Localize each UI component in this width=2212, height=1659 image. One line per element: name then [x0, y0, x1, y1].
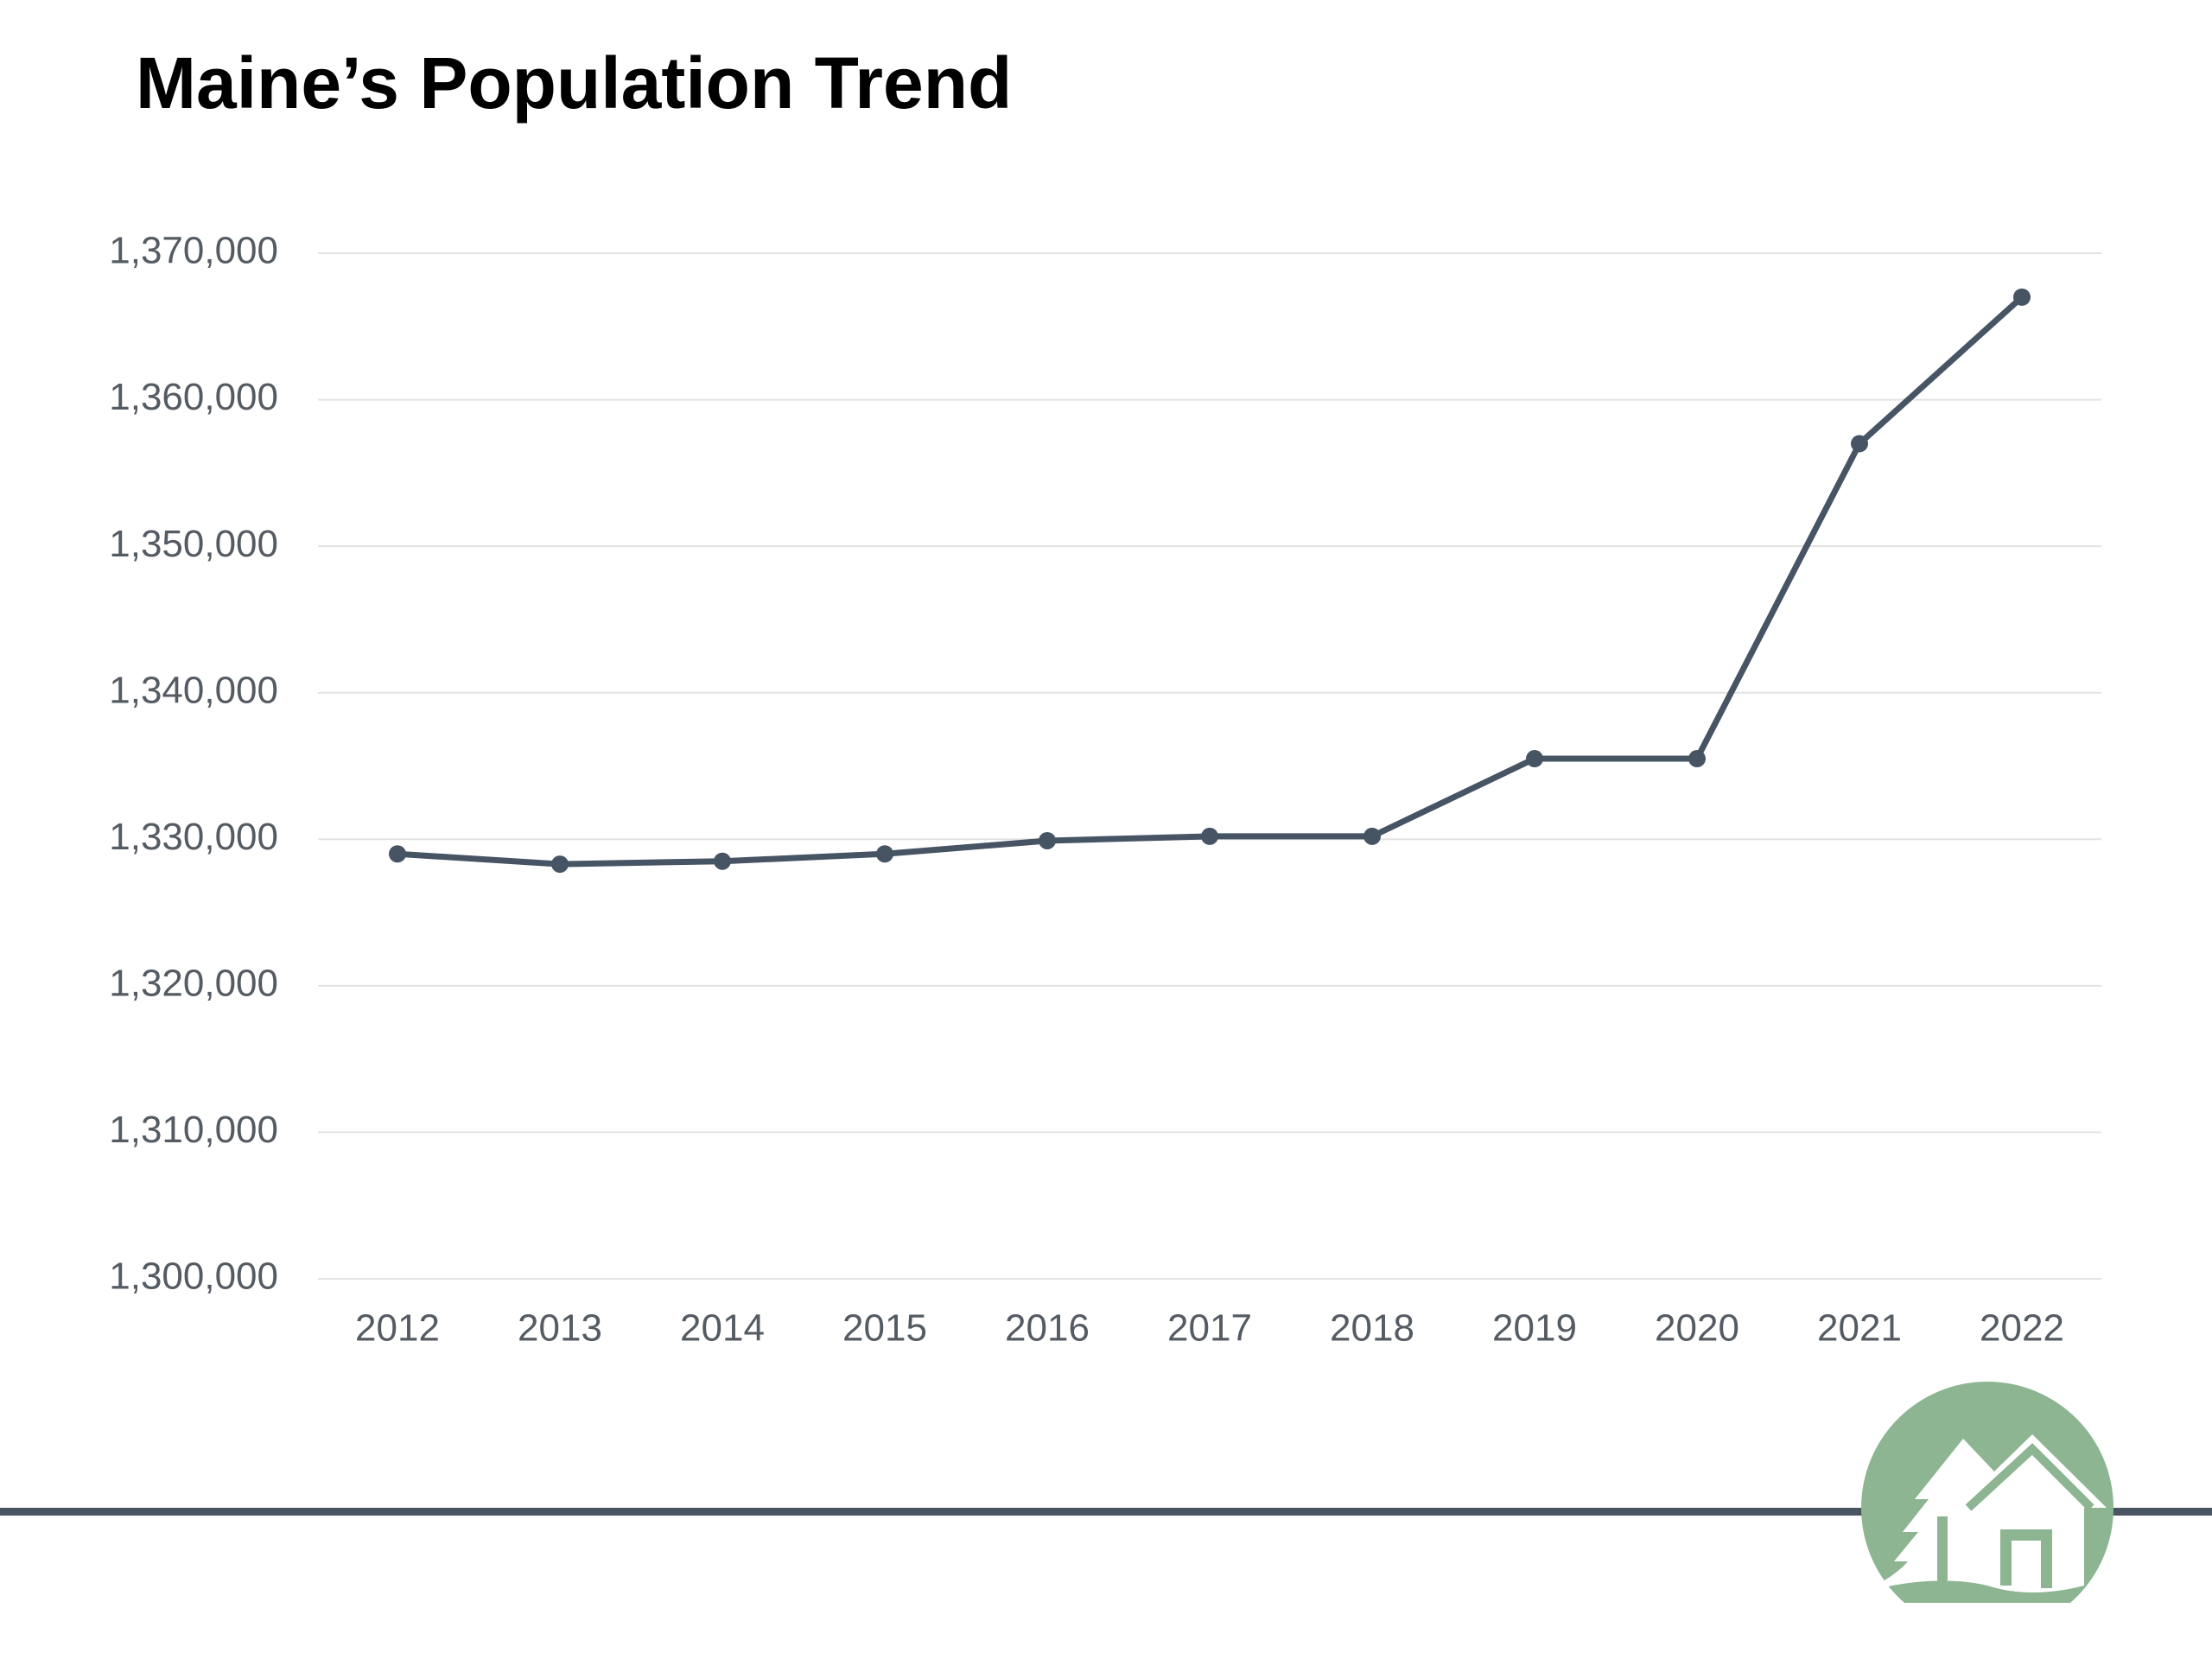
- data-point: [2013, 288, 2031, 306]
- y-tick-label: 1,350,000: [109, 523, 278, 565]
- x-tick-label: 2015: [842, 1307, 927, 1350]
- y-axis-tick-labels: 1,300,000 1,310,000 1,320,000 1,330,000 1,34…: [109, 230, 278, 1298]
- series-line: [394, 294, 2025, 868]
- y-tick-label: 1,370,000: [109, 230, 278, 272]
- x-tick-label: 2014: [680, 1307, 765, 1350]
- data-point: [1526, 750, 1543, 768]
- data-point: [1363, 827, 1381, 845]
- x-tick-label: 2018: [1330, 1307, 1414, 1350]
- logo-house-roof-line: [1965, 1443, 2094, 1511]
- data-point: [389, 845, 406, 863]
- gridlines: [318, 252, 2101, 1280]
- logo-house-door: [2000, 1529, 2052, 1588]
- line-chart: 1,300,000 1,310,000 1,320,000 1,330,000 1,34…: [109, 230, 2101, 1350]
- x-axis-tick-labels: 2012 2013 2014 2015 2016 2017 2018 2019 2020 2021…: [355, 1307, 2064, 1350]
- data-point: [1688, 750, 1706, 768]
- data-point: [1851, 435, 1868, 453]
- x-tick-label: 2013: [518, 1307, 602, 1350]
- x-tick-label: 2019: [1492, 1307, 1577, 1350]
- x-tick-label: 2012: [355, 1307, 440, 1350]
- x-tick-label: 2020: [1655, 1307, 1739, 1350]
- footer-divider: [0, 1508, 2212, 1516]
- x-tick-label: 2022: [1980, 1307, 2064, 1350]
- y-tick-label: 1,300,000: [109, 1255, 278, 1298]
- y-tick-label: 1,340,000: [109, 669, 278, 711]
- data-point: [714, 852, 731, 870]
- logo-tree-trunk: [1937, 1516, 1948, 1584]
- y-tick-label: 1,360,000: [109, 376, 278, 418]
- chart-title: Maine’s Population Trend: [136, 42, 1013, 124]
- x-tick-label: 2016: [1005, 1307, 1090, 1350]
- y-tick-label: 1,310,000: [109, 1109, 278, 1151]
- data-point: [1039, 831, 1056, 849]
- y-tick-label: 1,320,000: [109, 962, 278, 1004]
- series-population: [389, 288, 2031, 874]
- y-tick-label: 1,330,000: [109, 816, 278, 858]
- x-tick-label: 2017: [1167, 1307, 1252, 1350]
- data-point: [1201, 827, 1218, 845]
- house-tree-logo: [1861, 1382, 2113, 1603]
- data-point: [551, 855, 569, 874]
- data-point: [876, 845, 893, 863]
- x-tick-label: 2021: [1817, 1307, 1902, 1350]
